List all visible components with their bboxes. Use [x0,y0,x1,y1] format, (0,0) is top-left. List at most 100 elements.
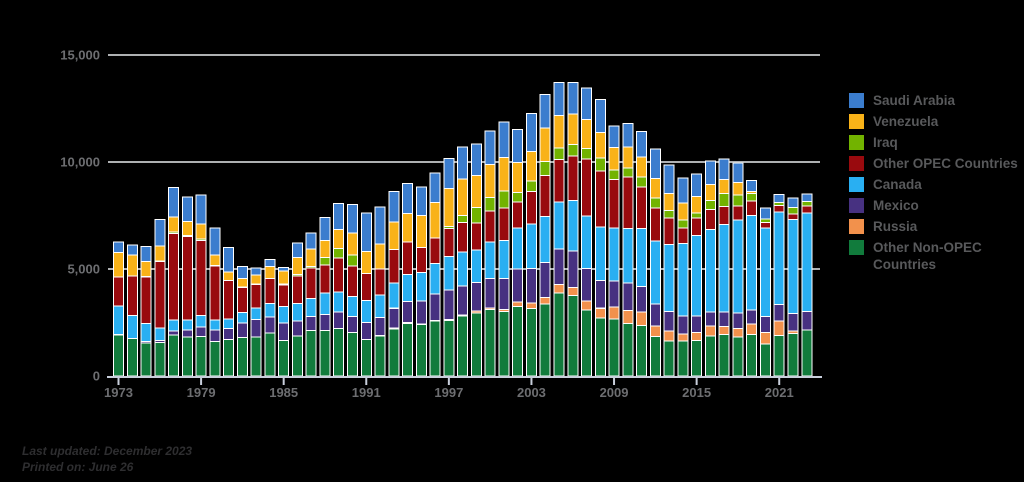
bar-segment-2016-mexico[interactable] [704,311,716,327]
bar-segment-2014-other-non-opec-countries[interactable] [677,340,689,377]
bar-segment-1976-canada[interactable] [154,327,166,342]
bar-segment-1993-canada[interactable] [388,282,400,309]
bar-segment-1991-canada[interactable] [360,299,372,323]
bar-segment-2006-canada[interactable] [567,200,579,252]
bar-segment-1994-mexico[interactable] [402,301,414,324]
bar-segment-2023-mexico[interactable] [801,311,813,331]
bar-segment-1988-canada[interactable] [319,292,331,315]
bar-segment-1993-mexico[interactable] [388,307,400,329]
bar-segment-1999-canada[interactable] [470,249,482,284]
bar-segment-1978-canada[interactable] [181,319,193,331]
bar-segment-1979-other-non-opec-countries[interactable] [195,336,207,377]
bar-segment-2018-iraq[interactable] [732,194,744,207]
bar-segment-1977-canada[interactable] [168,319,180,332]
bar-segment-2014-iraq[interactable] [677,219,689,229]
bar-segment-2002-other-opec-countries[interactable] [512,201,524,229]
bar-segment-2004-saudi-arabia[interactable] [539,94,551,129]
bar-segment-1977-venezuela[interactable] [168,216,180,233]
bar-segment-2003-iraq[interactable] [525,180,537,192]
legend-item-iraq[interactable]: Iraq [849,134,1019,151]
bar-segment-1988-saudi-arabia[interactable] [319,217,331,242]
bar-segment-2020-mexico[interactable] [759,315,771,333]
bar-segment-2003-canada[interactable] [525,223,537,269]
bar-segment-1999-other-opec-countries[interactable] [470,222,482,251]
legend-item-saudi-arabia[interactable]: Saudi Arabia [849,92,1019,109]
bar-segment-2018-venezuela[interactable] [732,182,744,196]
bar-segment-2015-canada[interactable] [691,234,703,317]
bar-segment-1974-other-non-opec-countries[interactable] [126,337,138,377]
bar-segment-2002-iraq[interactable] [512,191,524,203]
bar-segment-2005-other-non-opec-countries[interactable] [553,292,565,377]
bar-segment-2013-venezuela[interactable] [663,192,675,212]
bar-segment-2012-saudi-arabia[interactable] [649,148,661,179]
bar-segment-1998-iraq[interactable] [457,215,469,224]
bar-segment-1990-other-non-opec-countries[interactable] [347,331,358,377]
bar-segment-1991-venezuela[interactable] [360,250,372,275]
bar-segment-2010-mexico[interactable] [622,282,634,311]
bar-segment-1997-mexico[interactable] [443,289,455,320]
bar-segment-1992-other-non-opec-countries[interactable] [374,335,386,377]
bar-segment-2009-other-opec-countries[interactable] [608,179,620,229]
bar-segment-2018-other-opec-countries[interactable] [732,205,744,221]
bar-segment-1974-canada[interactable] [126,314,138,339]
bar-segment-1989-other-non-opec-countries[interactable] [333,327,345,377]
bar-segment-2001-other-non-opec-countries[interactable] [498,310,510,377]
bar-segment-1997-venezuela[interactable] [443,188,455,228]
bar-segment-2007-russia[interactable] [581,300,593,311]
bar-segment-2002-saudi-arabia[interactable] [512,128,524,163]
bar-segment-1981-mexico[interactable] [223,327,235,341]
bar-segment-2003-venezuela[interactable] [525,151,537,182]
bar-segment-1995-other-opec-countries[interactable] [415,246,427,274]
bar-segment-2021-saudi-arabia[interactable] [773,194,785,203]
bar-segment-2001-mexico[interactable] [498,277,510,310]
bar-segment-1993-other-opec-countries[interactable] [388,249,400,284]
bar-segment-1990-venezuela[interactable] [347,232,358,256]
bar-segment-1998-saudi-arabia[interactable] [457,146,469,180]
bar-segment-1988-other-opec-countries[interactable] [319,264,331,294]
bar-segment-2004-other-opec-countries[interactable] [539,174,551,218]
bar-segment-1986-saudi-arabia[interactable] [291,242,303,258]
bar-segment-1991-other-non-opec-countries[interactable] [360,339,372,377]
bar-segment-2003-russia[interactable] [525,302,537,310]
bar-segment-2018-mexico[interactable] [732,312,744,330]
bar-segment-2022-mexico[interactable] [787,312,799,332]
bar-segment-2006-venezuela[interactable] [567,113,579,145]
bar-segment-2005-other-opec-countries[interactable] [553,159,565,203]
bar-segment-2005-iraq[interactable] [553,147,565,160]
bar-segment-2021-russia[interactable] [773,320,785,336]
bar-segment-2013-iraq[interactable] [663,210,675,219]
bar-segment-1983-other-opec-countries[interactable] [250,283,262,309]
bar-segment-1992-saudi-arabia[interactable] [374,206,386,245]
bar-segment-1975-other-non-opec-countries[interactable] [140,342,152,377]
bar-segment-2008-other-opec-countries[interactable] [594,170,606,228]
bar-segment-1998-mexico[interactable] [457,285,469,316]
bar-segment-2007-mexico[interactable] [581,267,593,302]
bar-segment-2019-russia[interactable] [746,323,758,336]
bar-segment-1996-canada[interactable] [429,262,441,295]
bar-segment-2012-mexico[interactable] [649,303,661,327]
bar-segment-1980-other-non-opec-countries[interactable] [209,340,221,377]
bar-segment-2014-saudi-arabia[interactable] [677,177,689,204]
bar-segment-1999-other-non-opec-countries[interactable] [470,312,482,377]
bar-segment-1986-venezuela[interactable] [291,256,303,275]
bar-segment-1981-saudi-arabia[interactable] [223,247,235,273]
bar-segment-1982-mexico[interactable] [236,322,248,338]
bar-segment-2016-saudi-arabia[interactable] [704,160,716,185]
bar-segment-1990-iraq[interactable] [347,254,358,267]
bar-segment-1980-canada[interactable] [209,319,221,331]
bar-segment-2004-mexico[interactable] [539,261,551,299]
bar-segment-2020-russia[interactable] [759,331,771,345]
bar-segment-1988-mexico[interactable] [319,313,331,331]
bar-segment-2017-canada[interactable] [718,223,730,313]
bar-segment-2021-canada[interactable] [773,211,785,305]
bar-segment-2021-other-opec-countries[interactable] [773,205,785,213]
bar-segment-1978-mexico[interactable] [181,329,193,338]
bar-segment-1987-saudi-arabia[interactable] [305,232,317,250]
bar-segment-2009-venezuela[interactable] [608,146,620,171]
bar-segment-2011-canada[interactable] [636,227,648,287]
bar-segment-2019-other-opec-countries[interactable] [746,200,758,216]
bar-segment-1993-saudi-arabia[interactable] [388,191,400,223]
bar-segment-2023-other-non-opec-countries[interactable] [801,329,813,377]
bar-segment-1997-saudi-arabia[interactable] [443,158,455,190]
bar-segment-1998-canada[interactable] [457,251,469,287]
